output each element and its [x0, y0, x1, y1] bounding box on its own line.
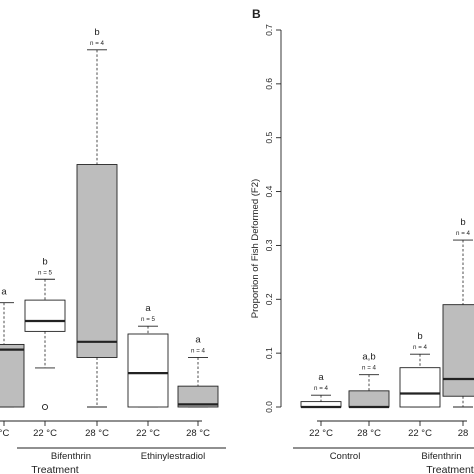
significance-letter: b: [94, 27, 99, 38]
panel-b-boxplot: 0.0 0.1 0.2 0.3 0.4 0.5 0.6 0.7 Proportion of Fi…: [250, 7, 474, 474]
x-axis-title: Treatment: [31, 464, 79, 474]
y-tick-label: 0.1: [264, 347, 274, 359]
group-label: Control: [330, 451, 361, 462]
n-label: n = 4: [90, 40, 104, 47]
x-tick-label: 28: [458, 428, 469, 439]
n-label: n = 4: [362, 365, 376, 372]
y-tick-label: 0.3: [264, 239, 274, 251]
x-axis-title: Treatment: [426, 464, 474, 474]
group-label: Bifenthrin: [421, 451, 461, 462]
x-tick-label: 22 °C: [136, 428, 160, 439]
n-label: n = 4: [191, 347, 205, 354]
significance-letter: a: [145, 303, 151, 314]
panel-a-boxplot: a °C n = 5 b 22 °C n = 4 b 28 °C n = 5 a 22 °C n = …: [0, 27, 226, 474]
group-label: Ethinylestradiol: [141, 451, 205, 462]
n-label: n = 4: [413, 344, 427, 351]
n-label: n = 4: [456, 230, 470, 237]
x-tick-label: 28 °C: [85, 428, 109, 439]
iqr-box: [348, 390, 390, 408]
outlier-point: [41, 403, 49, 411]
iqr-box: [76, 164, 118, 358]
significance-letter: b: [417, 331, 422, 342]
y-tick-label: 0.0: [264, 401, 274, 413]
significance-letter: b: [42, 256, 47, 267]
y-tick-label: 0.2: [264, 293, 274, 305]
x-tick-label: 28 °C: [186, 428, 210, 439]
significance-letter: a: [1, 287, 7, 298]
y-tick-label: 0.6: [264, 78, 274, 90]
significance-letter: a,b: [362, 352, 375, 363]
group-label: Bifenthrin: [51, 451, 91, 462]
n-label: n = 4: [314, 385, 328, 392]
n-label: n = 5: [141, 316, 155, 323]
significance-letter: a: [318, 372, 324, 383]
panel-letter: B: [252, 7, 261, 21]
significance-letter: b: [460, 217, 465, 228]
x-tick-label: 22 °C: [33, 428, 57, 439]
x-tick-label: 22 °C: [408, 428, 432, 439]
x-tick-label: °C: [0, 428, 9, 439]
significance-letter: a: [195, 334, 201, 345]
iqr-box: [127, 333, 169, 408]
y-tick-label: 0.4: [264, 185, 274, 197]
n-label: n = 5: [38, 269, 52, 276]
iqr-box: [0, 343, 25, 408]
y-axis-title: Proportion of Fish Deformed (F2): [250, 179, 261, 318]
iqr-box: [177, 385, 219, 408]
x-tick-label: 28 °C: [357, 428, 381, 439]
iqr-box: [24, 299, 66, 332]
y-tick-label: 0.7: [264, 24, 274, 36]
iqr-box: [442, 304, 474, 397]
x-tick-label: 22 °C: [309, 428, 333, 439]
y-tick-label: 0.5: [264, 132, 274, 144]
iqr-box: [399, 367, 441, 408]
